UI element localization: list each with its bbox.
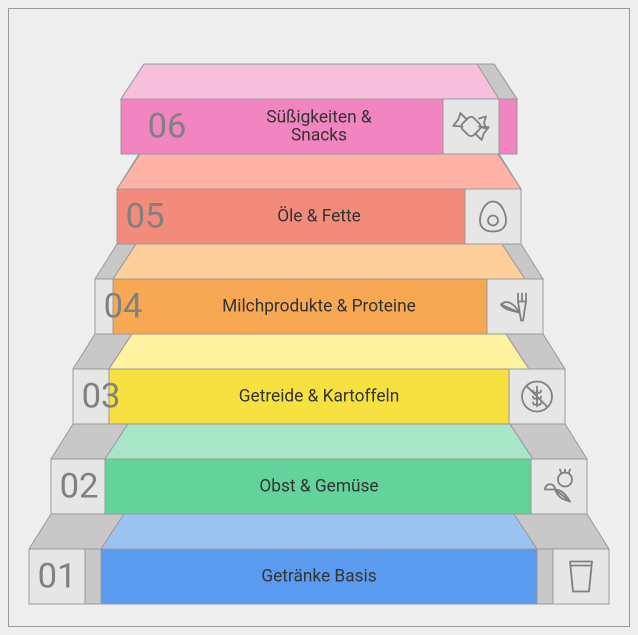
icon-box	[553, 549, 609, 604]
tread-center	[117, 154, 521, 189]
step-03: 03 Getreide & Kartoffeln	[73, 334, 565, 424]
step-label: Getreide & Kartoffeln	[239, 387, 399, 407]
icon-box	[465, 189, 521, 244]
tread-center	[121, 64, 517, 99]
step-number: 06	[148, 107, 187, 147]
step-label: Milchprodukte & Proteine	[222, 297, 416, 317]
tread-center	[109, 334, 529, 369]
pyramid-svg: 01 Getränke Basis 02 Obst & Gemüse 03 Getreid…	[9, 9, 629, 626]
tread-center	[101, 514, 537, 549]
step-01: 01 Getränke Basis	[29, 514, 609, 604]
step-label: Obst & Gemüse	[259, 477, 378, 497]
step-05: 05 Öle & Fette	[117, 154, 521, 244]
step-number: 05	[126, 197, 165, 237]
step-number: 01	[38, 557, 77, 597]
step-02: 02 Obst & Gemüse	[51, 424, 587, 514]
step-04: 04 Milchprodukte & Proteine	[95, 244, 543, 334]
tread-center	[105, 424, 533, 459]
icon-box	[531, 459, 587, 514]
diagram-frame: 01 Getränke Basis 02 Obst & Gemüse 03 Getreid…	[8, 8, 630, 627]
step-label: Getränke Basis	[261, 567, 376, 587]
step-06: 06Süßigkeiten &Snacks	[121, 64, 517, 154]
riser-side-right	[537, 549, 553, 604]
step-number: 03	[82, 377, 121, 417]
icon-box	[443, 99, 499, 154]
step-number: 02	[60, 467, 99, 507]
tread-center	[113, 244, 525, 279]
step-number: 04	[104, 287, 143, 327]
step-label: Öle & Fette	[277, 207, 361, 227]
riser-side-left	[85, 549, 101, 604]
